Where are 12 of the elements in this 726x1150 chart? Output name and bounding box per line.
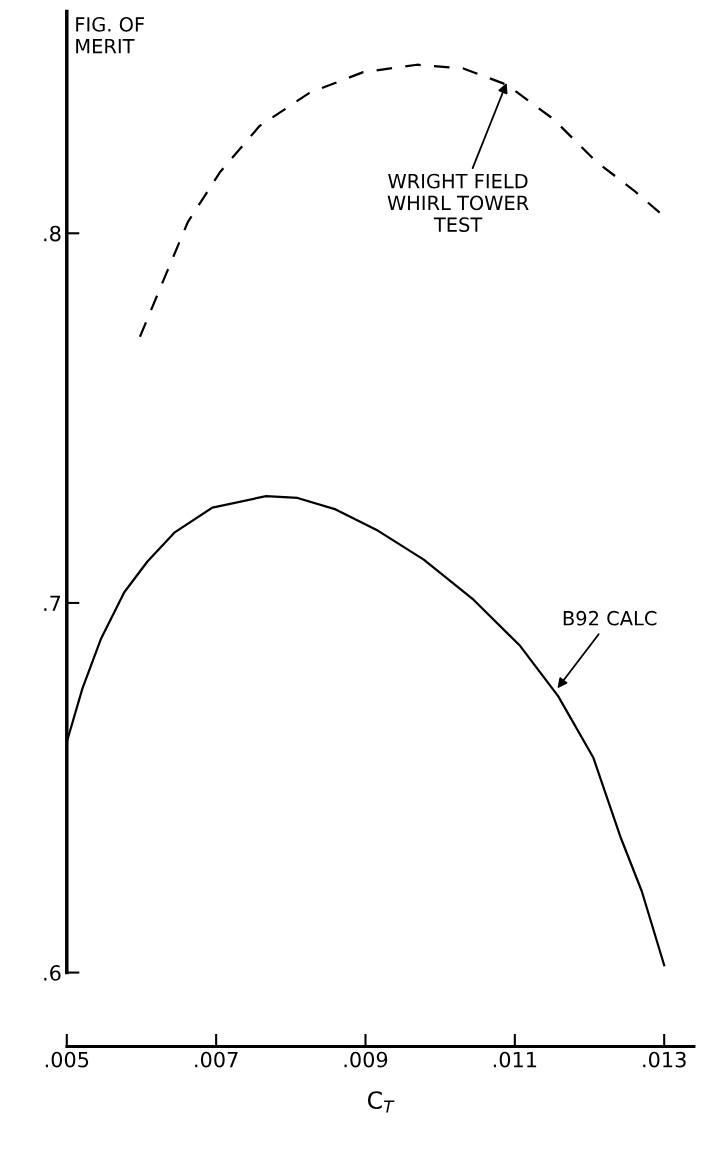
x-tick-label: .007 <box>195 1051 238 1068</box>
y-axis-title: FIG. OF MERIT <box>76 17 145 54</box>
x-axis-title: C$_{T}$ <box>367 1091 395 1113</box>
y-tick-label: .8 <box>44 225 61 242</box>
y-tick-label: .6 <box>44 965 61 981</box>
x-tick-label: .011 <box>493 1051 537 1068</box>
x-tick-label: .005 <box>45 1051 89 1068</box>
x-tick-label: .013 <box>643 1051 686 1068</box>
x-tick-label: .009 <box>344 1051 388 1068</box>
y-tick-label: .7 <box>44 595 61 611</box>
annotation: WRIGHT FIELD WHIRL TOWER TEST <box>387 173 529 232</box>
annotation: B92 CALC <box>563 610 657 626</box>
